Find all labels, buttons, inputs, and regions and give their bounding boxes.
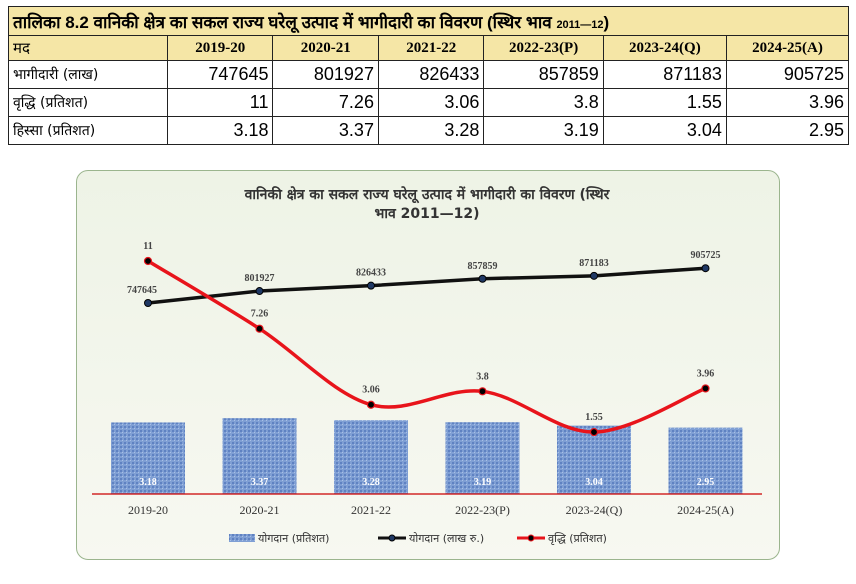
x-tick-label: 2023-24(Q) xyxy=(566,503,623,517)
bar-data-label: 2.95 xyxy=(697,477,715,488)
x-tick-label: 2021-22 xyxy=(351,503,391,517)
data-label: 905725 xyxy=(691,250,721,261)
data-point xyxy=(478,387,487,396)
gsdp-table: तालिका 8.2 वानिकी क्षेत्र का सकल राज्य घ… xyxy=(8,6,850,145)
x-tick-label: 2020-21 xyxy=(240,503,280,517)
x-tick-label: 2024-25(A) xyxy=(677,503,734,517)
legend-label: योगदान (प्रतिशत) xyxy=(258,532,329,545)
data-point xyxy=(366,400,376,409)
header-year: 2024-25(A) xyxy=(725,35,850,61)
bar-data-label: 3.19 xyxy=(474,477,492,488)
header-label: मद xyxy=(8,35,168,61)
legend-label: वृद्धि (प्रतिशत) xyxy=(548,532,607,545)
data-point xyxy=(255,287,264,296)
data-point xyxy=(143,256,153,266)
table-cell: 3.19 xyxy=(483,116,604,145)
data-point xyxy=(478,274,487,283)
table-cell: 3.04 xyxy=(602,116,727,145)
chart-title: वानिकी क्षेत्र का सकल राज्य घरेलू उत्पाद… xyxy=(244,186,611,204)
header-year: 2022-23(P) xyxy=(483,35,604,61)
data-point xyxy=(367,281,375,290)
table-cell: 3.8 xyxy=(483,88,604,117)
legend-swatch-bar xyxy=(229,534,255,542)
header-year: 2020-21 xyxy=(272,35,379,61)
data-label: 11 xyxy=(143,241,152,252)
table-row: वृद्धि (प्रतिशत) 11 7.26 3.06 3.8 1.55 3… xyxy=(8,88,850,117)
data-label: 826433 xyxy=(356,268,386,279)
row-label: भागीदारी (लाख) xyxy=(8,60,168,89)
table-title-years: 2011—12 xyxy=(556,18,604,31)
data-label: 871183 xyxy=(579,258,608,269)
table-cell: 826433 xyxy=(377,60,485,89)
bar xyxy=(222,418,297,494)
bar xyxy=(334,420,408,494)
table-cell: 857859 xyxy=(483,60,604,89)
table-row: हिस्सा (प्रतिशत) 3.18 3.37 3.28 3.19 3.0… xyxy=(8,116,850,145)
table-title: तालिका 8.2 वानिकी क्षेत्र का सकल राज्य घ… xyxy=(8,6,849,36)
table-cell: 801927 xyxy=(272,60,379,89)
table-cell: 11 xyxy=(166,88,274,117)
table-title-text: तालिका 8.2 वानिकी क्षेत्र का सकल राज्य घ… xyxy=(13,12,552,32)
row-label: हिस्सा (प्रतिशत) xyxy=(8,116,168,145)
data-label: 3.96 xyxy=(697,368,715,379)
table-cell: 3.96 xyxy=(725,88,850,117)
data-point xyxy=(144,299,152,307)
data-label: 747645 xyxy=(127,285,157,296)
data-label: 3.8 xyxy=(476,371,489,382)
bar xyxy=(445,422,520,494)
data-point xyxy=(255,324,264,333)
data-label: 857859 xyxy=(468,261,498,272)
x-tick-label: 2022-23(P) xyxy=(455,503,510,517)
header-year: 2023-24(Q) xyxy=(602,35,727,61)
data-label: 3.06 xyxy=(362,385,380,396)
table-cell: 3.28 xyxy=(377,116,485,145)
table-cell: 1.55 xyxy=(602,88,727,117)
chart-title-line2: भाव 2011—12) xyxy=(375,206,480,222)
data-label: 1.55 xyxy=(585,412,603,423)
series-line xyxy=(147,259,707,434)
legend-label: योगदान (लाख रु.) xyxy=(409,532,484,545)
bar xyxy=(111,422,185,494)
legend-marker xyxy=(388,534,396,542)
table-cell: 3.37 xyxy=(272,116,379,145)
table-row: भागीदारी (लाख) 747645 801927 826433 8578… xyxy=(8,60,850,89)
table-cell: 747645 xyxy=(166,60,274,89)
bar xyxy=(557,425,631,494)
bar-data-label: 3.28 xyxy=(362,477,380,488)
data-point xyxy=(590,271,598,280)
header-year: 2019-20 xyxy=(166,35,274,61)
data-point xyxy=(589,427,599,437)
table-cell: 3.18 xyxy=(166,116,274,145)
series-line xyxy=(147,266,706,305)
data-point xyxy=(701,384,710,393)
bar-data-label: 3.04 xyxy=(585,477,603,488)
table-title-close: ) xyxy=(603,12,610,32)
legend-marker xyxy=(527,534,535,542)
row-label: वृद्धि (प्रतिशत) xyxy=(8,88,168,117)
table-header-row: मद 2019-20 2020-21 2021-22 2022-23(P) 20… xyxy=(8,35,850,61)
header-year: 2021-22 xyxy=(377,35,485,61)
data-label: 801927 xyxy=(245,273,275,284)
combo-chart: वानिकी क्षेत्र का सकल राज्य घरेलू उत्पाद… xyxy=(92,186,762,545)
x-tick-label: 2019-20 xyxy=(128,503,168,517)
table-cell: 905725 xyxy=(725,60,850,89)
table-cell: 3.06 xyxy=(377,88,485,117)
bar xyxy=(668,427,743,494)
data-label: 7.26 xyxy=(251,309,269,320)
bar-data-label: 3.37 xyxy=(251,477,269,488)
table-cell: 2.95 xyxy=(725,116,850,145)
bar-data-label: 3.18 xyxy=(139,477,157,488)
chart-panel xyxy=(76,170,780,560)
table-cell: 7.26 xyxy=(272,88,379,117)
data-point xyxy=(701,264,710,273)
table-cell: 871183 xyxy=(602,60,727,89)
